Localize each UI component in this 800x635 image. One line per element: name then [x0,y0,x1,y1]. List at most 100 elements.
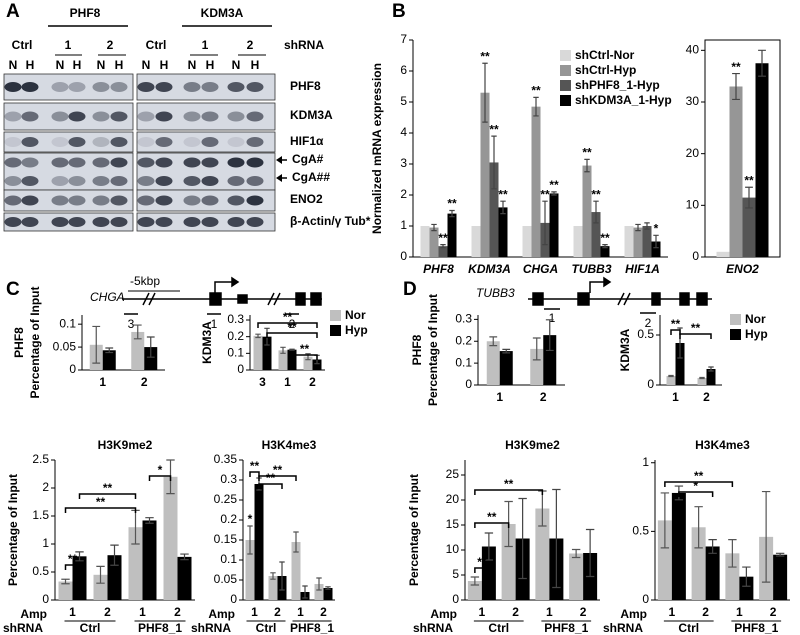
significance: ** [694,469,704,483]
lane-label: N [142,58,151,72]
error-bar [61,578,70,585]
group-label: PHF8_1 [734,621,778,635]
y-tick-label: 10 [686,198,700,212]
y-tick-label: 0 [452,592,459,606]
blot-band [51,217,69,227]
group-label: Ctrl [80,621,101,635]
legend-label: shPHF8_1-Hyp [575,78,660,92]
tss-arrow [589,281,608,293]
significance: ** [266,471,276,485]
blot-row-label: β-Actin/γ Tub* [290,214,371,228]
significance-bracket [266,332,318,338]
blot-band [227,195,245,206]
bar [573,226,583,257]
bar [438,246,448,257]
significance-bracket [679,333,712,339]
blot-band [183,195,201,206]
x-tick-label: 2 [274,605,281,619]
x-tick-label: 1 [284,375,291,389]
significance: ** [731,60,741,74]
error-bar [732,72,740,101]
bar [262,336,272,370]
legend-label: Nor [345,308,366,322]
blot-band [137,82,155,92]
blot-band [110,217,128,227]
y-tick-label: 40 [686,43,700,57]
legend-label: Hyp [345,323,368,337]
gene-name: TUBB3 [476,286,515,300]
blot-band [68,157,86,168]
distance-label: -5kbp [130,274,160,288]
blot-row-label: PHF8 [290,79,321,93]
error-bar [145,517,154,524]
blot-band [4,111,22,122]
significance: ** [480,49,490,63]
blot-band [21,111,39,122]
error-bar [491,135,497,190]
blot-band [155,111,173,122]
y-tick-label: 0.2 [220,512,237,526]
legend-label: Hyp [745,327,768,341]
significance-bracket [258,475,297,481]
amplicon-label: 2 [289,317,296,331]
significance-bracket [291,354,318,360]
significance-bracket [474,567,490,573]
bar [278,350,288,370]
significance: ** [438,231,448,245]
error-bar [668,374,674,378]
y-axis-label: Percentage of Input [407,474,421,586]
lane-label: N [9,58,18,72]
blot-band [51,82,69,92]
panel-label: B [392,1,406,22]
blot-band [246,176,264,186]
blot-band [137,176,155,186]
group-axis-label: shRNA [413,621,453,635]
y-tick-label: 0 [69,362,76,376]
group-axis-label: shRNA [3,621,43,635]
y-tick-label: 0.1 [227,346,244,360]
y-tick-label: 5 [452,567,459,581]
significance-bracket [148,475,172,481]
error-bar [146,336,155,358]
x-tick-label: 1 [69,605,76,619]
y-tick-label: 0 [642,592,649,606]
error-bar [585,528,595,578]
error-bar [708,366,714,372]
blot-band [155,195,173,206]
bar [739,576,754,600]
blot-band [68,137,86,147]
blot-band [4,137,22,147]
y-tick-label: 1.5 [32,508,49,522]
blot-band [246,82,264,92]
blot-band [4,157,22,168]
blot-band [110,111,128,122]
exon [209,292,222,306]
y-tick-label: 10 [446,542,460,556]
x-tick-label: 3 [259,375,266,389]
blot-band [201,217,219,227]
significance: ** [477,555,487,569]
x-tick-label: 1 [251,605,258,619]
significance: ** [489,122,499,136]
error-bar [518,497,527,580]
blot-band [183,176,201,186]
y-tick-label: 5 [400,94,407,108]
bar [582,165,592,257]
blot-band [110,157,128,168]
bar [657,520,672,600]
bar [591,212,601,257]
blot-band [137,157,155,168]
bar [58,581,73,600]
error-bar [551,191,557,196]
error-bar [584,158,590,173]
bar [291,542,301,600]
bar [420,226,430,257]
significance: * [248,512,253,526]
blot-row-label: HIF1α [290,134,324,148]
error-bar [105,347,114,354]
significance-bracket [670,329,681,335]
x-tick-label: 2 [320,605,327,619]
y-tick-label: 0.05 [53,339,77,353]
blot-band [21,195,39,206]
significance-bracket [249,471,260,477]
